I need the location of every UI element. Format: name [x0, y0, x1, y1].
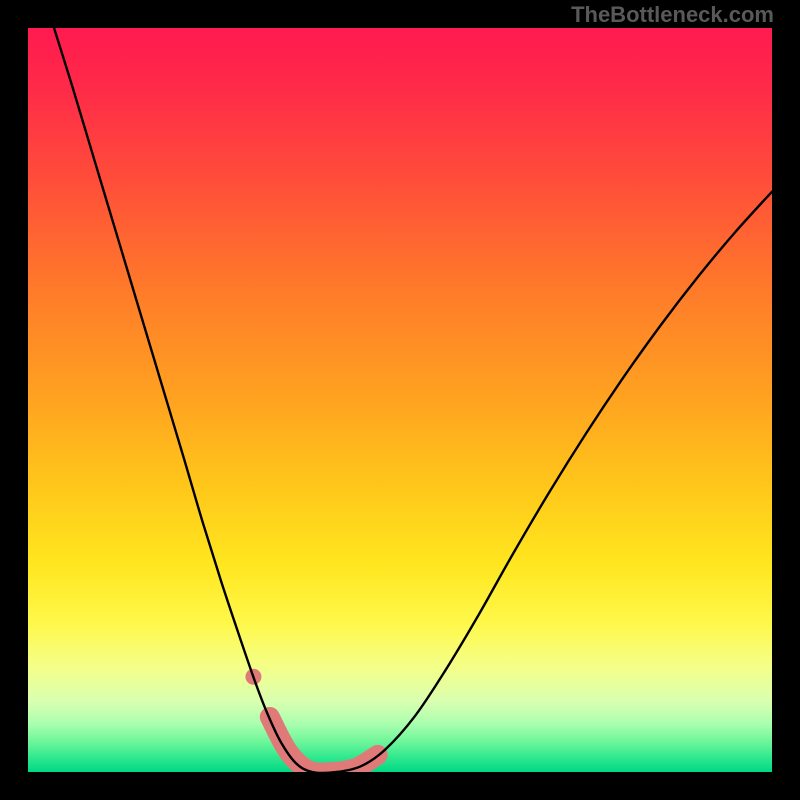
chart-svg	[0, 0, 800, 800]
chart-root: TheBottleneck.com	[0, 0, 800, 800]
watermark-text: TheBottleneck.com	[571, 2, 774, 28]
plot-background	[28, 28, 772, 772]
